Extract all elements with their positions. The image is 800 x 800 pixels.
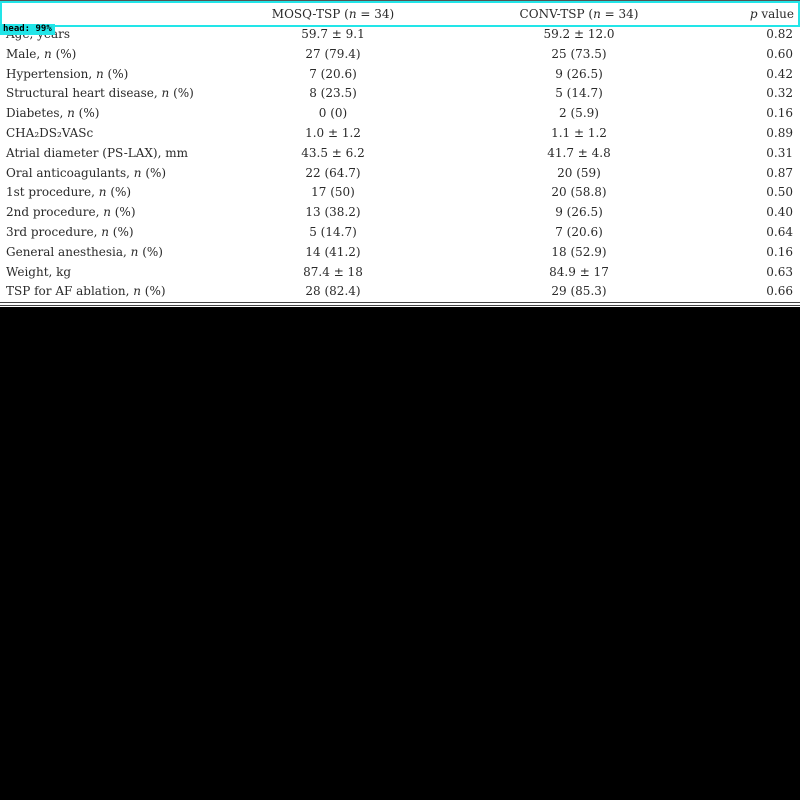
table-row: TSP for AF ablation, n (%) 28 (82.4) 29 … (0, 281, 800, 301)
row-mosq-value: 28 (82.4) (305, 284, 361, 299)
header-mosq-tsp: MOSQ-TSP (n = 34) (271, 7, 395, 21)
row-mosq-value: 8 (23.5) (309, 86, 357, 101)
row-mosq-value: 87.4 ± 18 (303, 264, 363, 279)
row-conv-value: 9 (26.5) (555, 66, 603, 81)
data-table: MOSQ-TSP (n = 34) CONV-TSP (n = 34) p va… (0, 0, 800, 307)
table-row: Diabetes, n (%) 0 (0) 2 (5.9) 0.16 (0, 103, 800, 123)
row-p-value: 0.16 (766, 244, 793, 259)
row-mosq-value: 0 (0) (318, 106, 348, 121)
table-row: Hypertension, n (%) 7 (20.6) 9 (26.5) 0.… (0, 64, 800, 84)
row-mosq-value: 43.5 ± 6.2 (301, 145, 365, 160)
row-conv-value: 84.9 ± 17 (549, 264, 609, 279)
row-conv-value: 2 (5.9) (559, 106, 599, 121)
row-p-value: 0.40 (766, 205, 793, 220)
row-conv-value: 18 (52.9) (551, 244, 607, 259)
table-row: Weight, kg 87.4 ± 18 84.9 ± 17 0.63 (0, 262, 800, 282)
row-label: 3rd procedure, n (%) (6, 224, 134, 239)
row-conv-value: 41.7 ± 4.8 (547, 145, 611, 160)
row-p-value: 0.64 (766, 224, 793, 239)
row-mosq-value: 1.0 ± 1.2 (305, 125, 361, 140)
row-p-value: 0.87 (766, 165, 793, 180)
table-row: 1st procedure, n (%) 17 (50) 20 (58.8) 0… (0, 182, 800, 202)
row-conv-value: 59.2 ± 12.0 (543, 27, 615, 41)
row-mosq-value: 5 (14.7) (309, 224, 357, 239)
row-conv-value: 9 (26.5) (555, 205, 603, 220)
table-row: Atrial diameter (PS-LAX), mm 43.5 ± 6.2 … (0, 143, 800, 163)
detection-bounding-box (0, 1, 800, 27)
row-p-value: 0.42 (766, 66, 793, 81)
row-mosq-value: 14 (41.2) (305, 244, 361, 259)
header-p-value: p value (749, 7, 794, 21)
row-label: Male, n (%) (6, 46, 77, 61)
row-p-value: 0.66 (766, 284, 793, 299)
row-p-value: 0.16 (766, 106, 793, 121)
table-bottom-rule-double (0, 305, 800, 306)
table-bottom-rule (0, 302, 800, 303)
table-row: CHA₂DS₂VASc 1.0 ± 1.2 1.1 ± 1.2 0.89 (0, 123, 800, 143)
row-p-value: 0.89 (766, 125, 793, 140)
row-label: 2nd procedure, n (%) (6, 205, 136, 220)
table-row: 2nd procedure, n (%) 13 (38.2) 9 (26.5) … (0, 202, 800, 222)
table-row: Structural heart disease, n (%) 8 (23.5)… (0, 83, 800, 103)
row-label: Hypertension, n (%) (6, 66, 129, 81)
row-p-value: 0.32 (766, 86, 793, 101)
row-p-value: 0.63 (766, 264, 793, 279)
row-conv-value: 5 (14.7) (555, 86, 603, 101)
table-header-row: MOSQ-TSP (n = 34) CONV-TSP (n = 34) p va… (0, 3, 800, 25)
row-mosq-value: 7 (20.6) (309, 66, 357, 81)
row-label: Diabetes, n (%) (6, 106, 100, 121)
row-label: General anesthesia, n (%) (6, 244, 163, 259)
table-row: Male, n (%) 27 (79.4) 25 (73.5) 0.60 (0, 44, 800, 64)
table-top-rule (0, 0, 800, 1)
row-label: 1st procedure, n (%) (6, 185, 132, 200)
row-p-value: 0.82 (766, 27, 793, 41)
table-body: Age, years 59.7 ± 9.1 59.2 ± 12.0 0.82 M… (0, 24, 800, 301)
detection-label: head: 99% (0, 24, 55, 35)
row-mosq-value: 17 (50) (311, 185, 355, 200)
row-conv-value: 20 (58.8) (551, 185, 607, 200)
row-mosq-value: 13 (38.2) (305, 205, 361, 220)
row-conv-value: 29 (85.3) (551, 284, 607, 299)
row-p-value: 0.31 (766, 145, 793, 160)
row-p-value: 0.60 (766, 46, 793, 61)
row-label: Structural heart disease, n (%) (6, 86, 194, 101)
row-label: CHA₂DS₂VASc (6, 125, 94, 140)
table-row: Oral anticoagulants, n (%) 22 (64.7) 20 … (0, 163, 800, 183)
row-mosq-value: 59.7 ± 9.1 (301, 27, 365, 41)
row-conv-value: 25 (73.5) (551, 46, 607, 61)
row-label: Weight, kg (6, 264, 72, 279)
header-conv-tsp: CONV-TSP (n = 34) (519, 7, 639, 21)
row-label: TSP for AF ablation, n (%) (6, 284, 166, 299)
row-conv-value: 7 (20.6) (555, 224, 603, 239)
row-mosq-value: 27 (79.4) (305, 46, 361, 61)
table-row: 3rd procedure, n (%) 5 (14.7) 7 (20.6) 0… (0, 222, 800, 242)
row-conv-value: 20 (59) (557, 165, 601, 180)
table-row: General anesthesia, n (%) 14 (41.2) 18 (… (0, 242, 800, 262)
row-mosq-value: 22 (64.7) (305, 165, 361, 180)
row-label: Oral anticoagulants, n (%) (6, 165, 167, 180)
row-conv-value: 1.1 ± 1.2 (551, 125, 607, 140)
row-p-value: 0.50 (766, 185, 793, 200)
row-label: Atrial diameter (PS-LAX), mm (6, 145, 189, 160)
